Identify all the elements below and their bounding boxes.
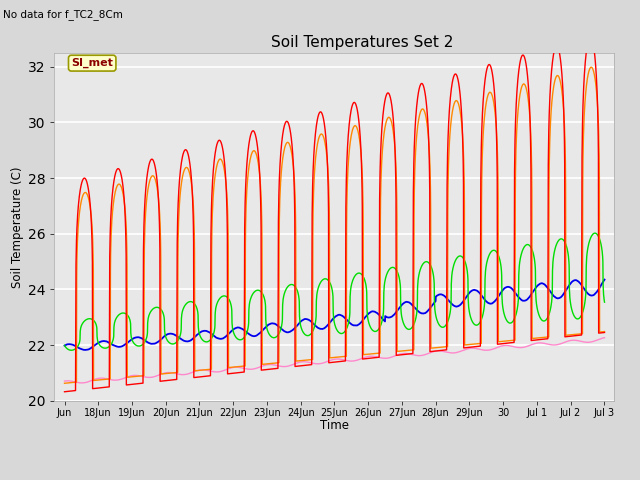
Text: SI_met: SI_met bbox=[71, 58, 113, 68]
Text: No data for f_TC2_8Cm: No data for f_TC2_8Cm bbox=[3, 9, 123, 20]
Title: Soil Temperatures Set 2: Soil Temperatures Set 2 bbox=[271, 35, 454, 50]
Y-axis label: Soil Temperature (C): Soil Temperature (C) bbox=[11, 166, 24, 288]
X-axis label: Time: Time bbox=[320, 419, 349, 432]
